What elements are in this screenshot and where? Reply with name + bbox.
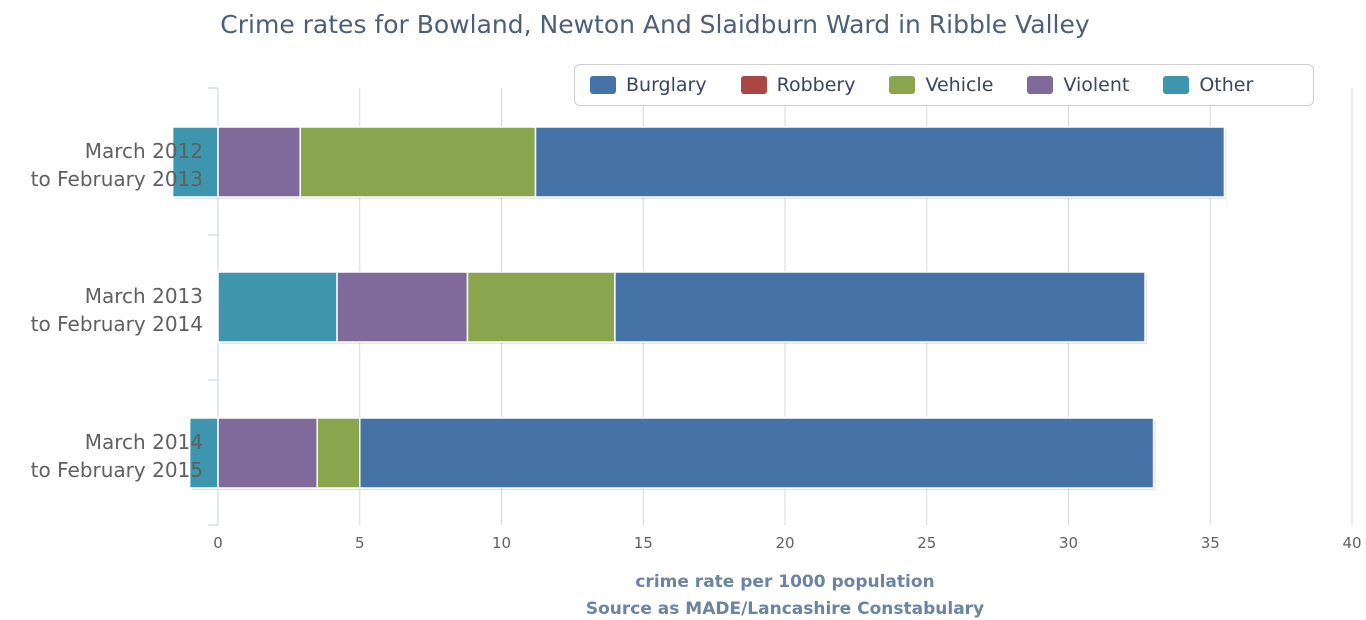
bar-other[interactable] bbox=[217, 271, 338, 343]
legend-label: Robbery bbox=[776, 74, 856, 96]
bar-other[interactable] bbox=[171, 126, 219, 198]
y-axis-labels: March 2012 to February 2013 March 2013 to F… bbox=[31, 139, 203, 482]
category-label: March 2014 to February 2015 bbox=[31, 430, 203, 482]
bar-vehicle[interactable] bbox=[316, 417, 361, 489]
chart-title: Crime rates for Bowland, Newton And Slai… bbox=[220, 10, 1090, 39]
legend-swatch bbox=[1027, 76, 1054, 94]
x-tick-label: 0 bbox=[213, 534, 223, 552]
legend-item-violent[interactable]: Violent bbox=[1027, 74, 1129, 96]
x-tick-label: 5 bbox=[355, 534, 365, 552]
legend-label: Vehicle bbox=[925, 74, 994, 96]
bar-vehicle[interactable] bbox=[299, 126, 537, 198]
x-axis-source: Source as MADE/Lancashire Constabulary bbox=[586, 599, 984, 619]
x-axis-ticks: 0 5 10 15 20 25 30 35 40 bbox=[213, 534, 1361, 552]
legend-swatch bbox=[889, 76, 916, 94]
bar-other[interactable] bbox=[188, 417, 219, 489]
legend-swatch bbox=[1163, 76, 1190, 94]
x-tick-label: 15 bbox=[634, 534, 653, 552]
x-axis-title: crime rate per 1000 population bbox=[635, 572, 934, 592]
bar-vehicle[interactable] bbox=[466, 271, 616, 343]
bar-violent[interactable] bbox=[336, 271, 469, 343]
legend-swatch bbox=[740, 76, 767, 94]
category-label: March 2013 to February 2014 bbox=[31, 284, 203, 336]
legend-item-other[interactable]: Other bbox=[1163, 74, 1253, 96]
legend-label: Burglary bbox=[626, 74, 707, 96]
bar-burglary[interactable] bbox=[359, 417, 1155, 489]
legend-item-burglary[interactable]: Burglary bbox=[590, 74, 707, 96]
bars bbox=[171, 126, 1227, 490]
x-tick-label: 25 bbox=[917, 534, 936, 552]
bar-burglary[interactable] bbox=[614, 271, 1146, 343]
legend-item-robbery[interactable]: Robbery bbox=[740, 74, 856, 96]
x-tick-label: 20 bbox=[775, 534, 794, 552]
legend-item-vehicle[interactable]: Vehicle bbox=[889, 74, 993, 96]
legend-label: Violent bbox=[1063, 74, 1130, 96]
bar-violent[interactable] bbox=[217, 417, 318, 489]
x-tick-label: 40 bbox=[1342, 534, 1361, 552]
legend-swatch bbox=[590, 76, 616, 94]
legend-label: Other bbox=[1199, 74, 1254, 96]
bar-burglary[interactable] bbox=[534, 126, 1226, 198]
x-tick-label: 30 bbox=[1059, 534, 1078, 552]
legend: Burglary Robbery Vehicle Violent Other bbox=[574, 64, 1314, 106]
category-label: March 2012 to February 2013 bbox=[31, 139, 203, 191]
x-tick-label: 10 bbox=[492, 534, 511, 552]
bar-violent[interactable] bbox=[217, 126, 301, 198]
x-tick-label: 35 bbox=[1201, 534, 1220, 552]
